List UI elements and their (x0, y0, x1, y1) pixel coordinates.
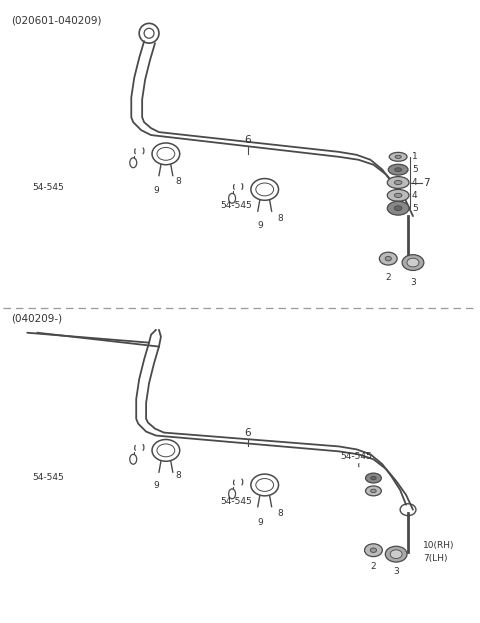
Ellipse shape (379, 252, 397, 265)
Ellipse shape (395, 206, 402, 211)
Text: 8: 8 (277, 214, 283, 223)
Ellipse shape (371, 489, 376, 493)
Ellipse shape (390, 550, 402, 558)
Text: (040209-): (040209-) (11, 314, 62, 324)
Ellipse shape (366, 486, 381, 496)
Text: 9: 9 (153, 186, 159, 196)
Text: 6: 6 (245, 427, 251, 437)
Text: 9: 9 (258, 221, 264, 230)
Text: 4: 4 (412, 191, 418, 200)
Ellipse shape (395, 168, 402, 171)
Ellipse shape (388, 164, 408, 175)
Text: 54-545: 54-545 (33, 184, 64, 193)
Ellipse shape (389, 153, 407, 161)
Text: 5: 5 (412, 204, 418, 212)
Ellipse shape (385, 546, 407, 562)
Ellipse shape (387, 176, 409, 188)
Text: 4: 4 (412, 178, 418, 187)
Text: 10(RH): 10(RH) (423, 541, 455, 549)
Text: 7: 7 (423, 178, 430, 188)
Text: 8: 8 (176, 471, 181, 480)
Text: 7(LH): 7(LH) (423, 554, 447, 563)
Text: 2: 2 (371, 562, 376, 571)
Text: 9: 9 (258, 518, 264, 526)
Ellipse shape (407, 258, 419, 267)
Text: 9: 9 (153, 481, 159, 490)
Text: (020601-040209): (020601-040209) (11, 16, 101, 26)
Text: 2: 2 (385, 273, 391, 282)
Ellipse shape (385, 257, 391, 261)
Ellipse shape (366, 473, 381, 483)
Ellipse shape (395, 155, 401, 158)
Text: 1: 1 (412, 152, 418, 161)
Text: 5: 5 (412, 165, 418, 174)
Ellipse shape (371, 477, 376, 480)
Ellipse shape (402, 255, 424, 270)
Text: 54-545: 54-545 (33, 473, 64, 482)
Text: 8: 8 (176, 176, 181, 186)
Text: 54-545: 54-545 (341, 452, 372, 461)
Ellipse shape (387, 201, 409, 215)
Text: 54-545: 54-545 (220, 497, 252, 506)
Text: 6: 6 (245, 135, 251, 145)
Text: 3: 3 (393, 567, 399, 576)
Ellipse shape (395, 181, 402, 184)
Ellipse shape (371, 548, 376, 553)
Text: 54-545: 54-545 (220, 201, 252, 211)
Text: 8: 8 (277, 509, 283, 518)
Text: 3: 3 (410, 278, 416, 287)
Ellipse shape (395, 193, 402, 197)
Ellipse shape (364, 544, 383, 556)
Ellipse shape (387, 189, 409, 201)
